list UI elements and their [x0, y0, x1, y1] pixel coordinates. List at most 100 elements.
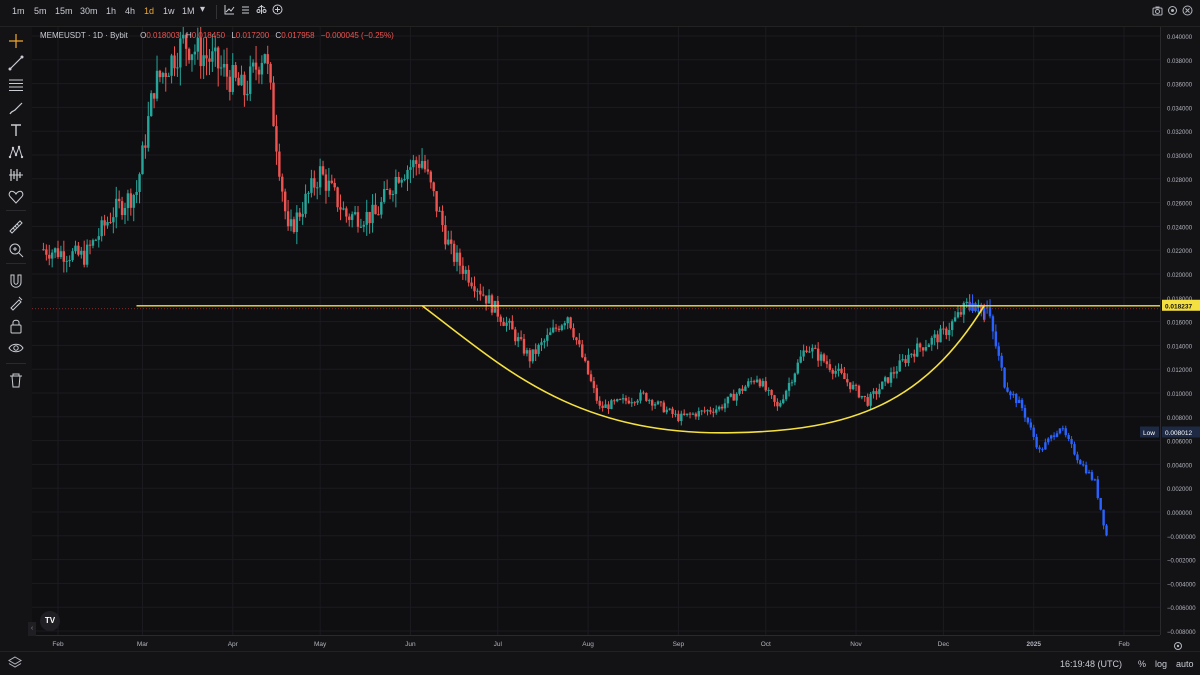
- candle-body: [895, 371, 899, 374]
- zoom-in-icon[interactable]: [8, 242, 24, 258]
- timeframe-1m[interactable]: 1m: [12, 6, 25, 16]
- candle-body: [449, 239, 453, 244]
- candle-body: [764, 381, 767, 391]
- fib-icon[interactable]: [8, 77, 24, 93]
- candle-body: [216, 47, 220, 69]
- candle-body: [712, 411, 715, 413]
- candle-body: [787, 382, 791, 391]
- candle-body: [1067, 435, 1070, 440]
- line-chart-icon[interactable]: [224, 4, 235, 18]
- candle-body: [112, 217, 115, 223]
- candle-body: [182, 34, 185, 39]
- candle-body: [977, 310, 980, 312]
- time-axis[interactable]: Feb Mar Apr May Jun Jul Aug Sep Oct Nov Dec 2025 Feb: [32, 635, 1160, 652]
- candle-body: [805, 350, 808, 353]
- timeframe-1h[interactable]: 1h: [106, 6, 117, 16]
- candle-body: [441, 210, 444, 226]
- candle-body: [406, 169, 409, 180]
- candle-body: [831, 369, 834, 374]
- price-tick-label: −0.006000: [1167, 606, 1196, 612]
- heart-icon[interactable]: [8, 189, 24, 205]
- candle-body: [65, 260, 68, 262]
- settings-icon[interactable]: [1167, 5, 1178, 19]
- time-tick-label: Oct: [761, 641, 771, 648]
- magnet-icon[interactable]: [8, 273, 24, 289]
- price-chart[interactable]: Low: [32, 20, 1160, 635]
- timeframe-1M[interactable]: 1M: [182, 6, 195, 16]
- candle-body: [851, 384, 855, 390]
- timeframe-15m[interactable]: 15m: [55, 6, 73, 16]
- candle-body: [263, 54, 266, 63]
- candle-body: [747, 381, 750, 387]
- add-icon[interactable]: [272, 4, 283, 18]
- chart-canvas[interactable]: Low: [32, 20, 1160, 635]
- candle-body: [391, 194, 395, 196]
- brush-icon[interactable]: [8, 100, 24, 116]
- time-tick-label: 2025: [1026, 641, 1041, 648]
- cup-curve[interactable]: [421, 305, 985, 434]
- candle-body: [843, 372, 846, 380]
- candle-body: [1093, 479, 1097, 481]
- candle-body: [665, 409, 668, 413]
- candle-body: [776, 401, 779, 407]
- candle-body: [455, 252, 459, 262]
- candle-body: [1006, 387, 1009, 392]
- timeframe-30m[interactable]: 30m: [80, 6, 98, 16]
- timeframe-5m[interactable]: 5m: [34, 6, 47, 16]
- timeframe-1w[interactable]: 1w: [163, 6, 175, 16]
- pattern-icon[interactable]: [8, 144, 24, 160]
- candle-body: [298, 212, 301, 217]
- chevron-down-icon[interactable]: ▾: [200, 4, 206, 15]
- candle-body: [458, 252, 462, 266]
- text-icon[interactable]: [8, 122, 24, 138]
- eye-icon[interactable]: [8, 340, 24, 356]
- indicators-icon[interactable]: [240, 4, 251, 18]
- axis-settings-icon[interactable]: [1173, 638, 1183, 656]
- lock-draw-icon[interactable]: [8, 295, 24, 311]
- candle-body: [881, 381, 884, 390]
- prediction-icon[interactable]: [8, 167, 24, 183]
- candle-body: [732, 393, 735, 401]
- symbol-label[interactable]: MEMEUSDT · 1D · Bybit: [40, 31, 128, 40]
- candle-body: [586, 360, 590, 375]
- low-badge: Low: [1140, 426, 1159, 438]
- camera-icon[interactable]: [1152, 5, 1163, 19]
- candle-body: [607, 404, 610, 409]
- candle-body: [388, 189, 392, 195]
- candle-body: [782, 399, 785, 404]
- candle-body: [356, 212, 360, 227]
- fullscreen-icon[interactable]: [1182, 5, 1193, 19]
- auto-toggle[interactable]: auto: [1176, 659, 1194, 669]
- open-label: O: [140, 31, 147, 40]
- candle-body: [196, 37, 200, 52]
- percent-toggle[interactable]: %: [1138, 659, 1147, 669]
- ruler-icon[interactable]: [8, 219, 24, 235]
- log-toggle[interactable]: log: [1155, 659, 1168, 669]
- compare-icon[interactable]: [256, 4, 267, 18]
- timeframe-1d[interactable]: 1d: [144, 6, 155, 16]
- candle-body: [598, 400, 601, 406]
- crosshair-icon[interactable]: [8, 33, 24, 49]
- price-axis[interactable]: 0.040000 0.038000 0.036000 0.034000 0.032000…: [1160, 27, 1200, 636]
- candle-body: [249, 66, 252, 94]
- collapse-toolbar-button[interactable]: ‹: [28, 622, 36, 636]
- trash-icon[interactable]: [8, 372, 24, 388]
- timeframe-4h[interactable]: 4h: [125, 6, 136, 16]
- candle-body: [691, 413, 695, 415]
- candle-body: [435, 191, 438, 212]
- candle-body: [374, 204, 377, 215]
- price-tick-label: −0.000000: [1167, 535, 1196, 541]
- layers-icon[interactable]: [8, 656, 22, 672]
- candle-body: [566, 317, 569, 324]
- lock-icon[interactable]: [8, 318, 24, 334]
- candle-body: [56, 248, 60, 258]
- current-price-tag-bg: [1162, 299, 1200, 311]
- candle-body: [281, 176, 284, 192]
- trendline-icon[interactable]: [8, 55, 24, 71]
- candle-body: [211, 51, 214, 62]
- tradingview-logo[interactable]: TV: [40, 611, 60, 631]
- candle-body: [295, 212, 299, 233]
- clock-time[interactable]: 16:19:48 (UTC): [1060, 659, 1123, 669]
- candle-body: [639, 392, 642, 401]
- candle-body: [528, 350, 532, 362]
